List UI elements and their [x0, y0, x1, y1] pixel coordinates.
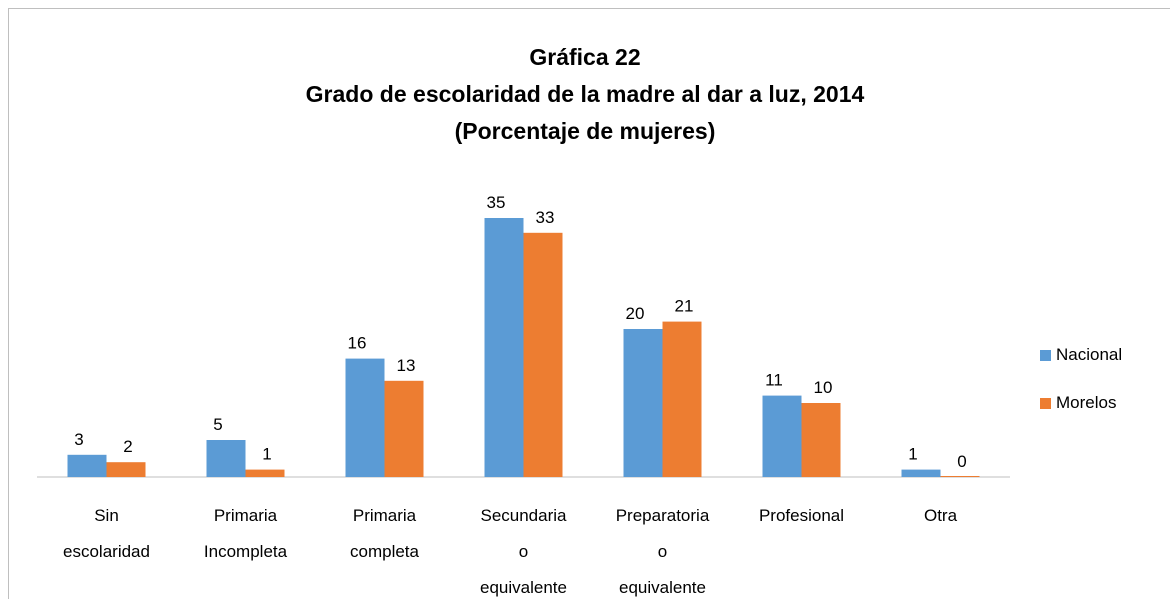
- bar: [245, 469, 285, 477]
- legend-label: Nacional: [1056, 345, 1123, 364]
- legend-label: Morelos: [1056, 393, 1117, 412]
- data-label: 13: [397, 356, 416, 375]
- data-label: 11: [765, 371, 783, 390]
- bar: [662, 321, 702, 477]
- x-tick-label: Profesional: [758, 506, 845, 525]
- x-tick-label: Sin escolaridad: [63, 506, 150, 561]
- chart-subtitle: Grado de escolaridad de la madre al dar …: [305, 81, 865, 107]
- data-label: 2: [123, 437, 132, 456]
- bar: [106, 462, 146, 477]
- data-label: 10: [814, 378, 833, 397]
- bar: [901, 469, 941, 477]
- chart-frame: [8, 8, 1170, 599]
- bar: [623, 329, 663, 477]
- legend-item: Nacional: [1040, 345, 1122, 365]
- bar: [384, 380, 424, 477]
- legend-swatch: [1040, 397, 1051, 409]
- data-label: 3: [74, 430, 83, 449]
- x-tick-label: Secundaria o equivalente: [480, 506, 567, 597]
- x-tick-label: Primaria completa: [350, 506, 419, 561]
- bar: [484, 218, 524, 477]
- data-label: 20: [626, 304, 645, 323]
- data-label: 35: [487, 193, 506, 212]
- x-tick-label: Primaria Incompleta: [203, 506, 288, 561]
- data-label: 0: [957, 452, 966, 471]
- data-label: 33: [536, 208, 555, 227]
- chart-subtitle: (Porcentaje de mujeres): [454, 118, 716, 144]
- data-label: 16: [348, 334, 367, 353]
- data-label: 1: [262, 445, 271, 464]
- bar: [801, 403, 841, 477]
- data-label: 21: [675, 297, 694, 316]
- chart-title: Gráfica 22: [529, 44, 641, 70]
- x-tick-label: Preparatoria o equivalente: [615, 506, 710, 597]
- data-label: 5: [213, 415, 222, 434]
- bar: [345, 358, 385, 477]
- data-label: 1: [908, 445, 917, 464]
- bar: [762, 395, 802, 477]
- x-tick-label: Otra: [923, 506, 958, 525]
- bar: [206, 440, 246, 477]
- bar: [523, 232, 563, 477]
- bar: [67, 454, 107, 477]
- bar: [940, 476, 980, 477]
- legend-item: Morelos: [1040, 393, 1116, 413]
- legend-swatch: [1040, 349, 1051, 361]
